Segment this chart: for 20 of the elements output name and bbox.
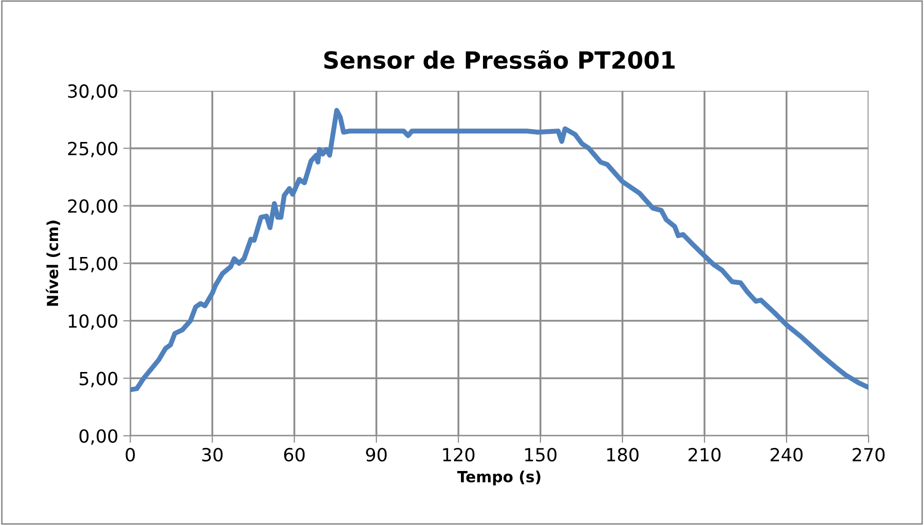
x-tick-label: 30 [202, 448, 223, 462]
x-tick-label: 240 [770, 448, 803, 462]
x-tick-label: 60 [284, 448, 305, 462]
x-tick-label: 120 [443, 448, 474, 462]
y-tick-label: 20,00 [68, 199, 118, 215]
y-tick-label: 25,00 [68, 142, 118, 158]
y-tick-label: 0,00 [79, 429, 118, 445]
y-tick-label: 10,00 [68, 314, 118, 330]
y-tick-label: 15,00 [68, 256, 118, 272]
y-tick-label: 30,00 [68, 84, 118, 100]
x-tick-label: 90 [366, 448, 387, 462]
x-axis-title: Tempo (s) [457, 470, 540, 486]
x-tick-label: 0 [126, 448, 135, 462]
x-tick-label: 180 [607, 448, 638, 462]
chart-title: Sensor de Pressão PT2001 [324, 50, 675, 69]
y-tick-label: 5,00 [80, 372, 118, 388]
x-tick-label: 210 [688, 448, 721, 462]
x-tick-label: 150 [525, 448, 556, 462]
y-axis-title: Nível (cm) [46, 220, 60, 306]
x-tick-label: 270 [852, 448, 885, 462]
